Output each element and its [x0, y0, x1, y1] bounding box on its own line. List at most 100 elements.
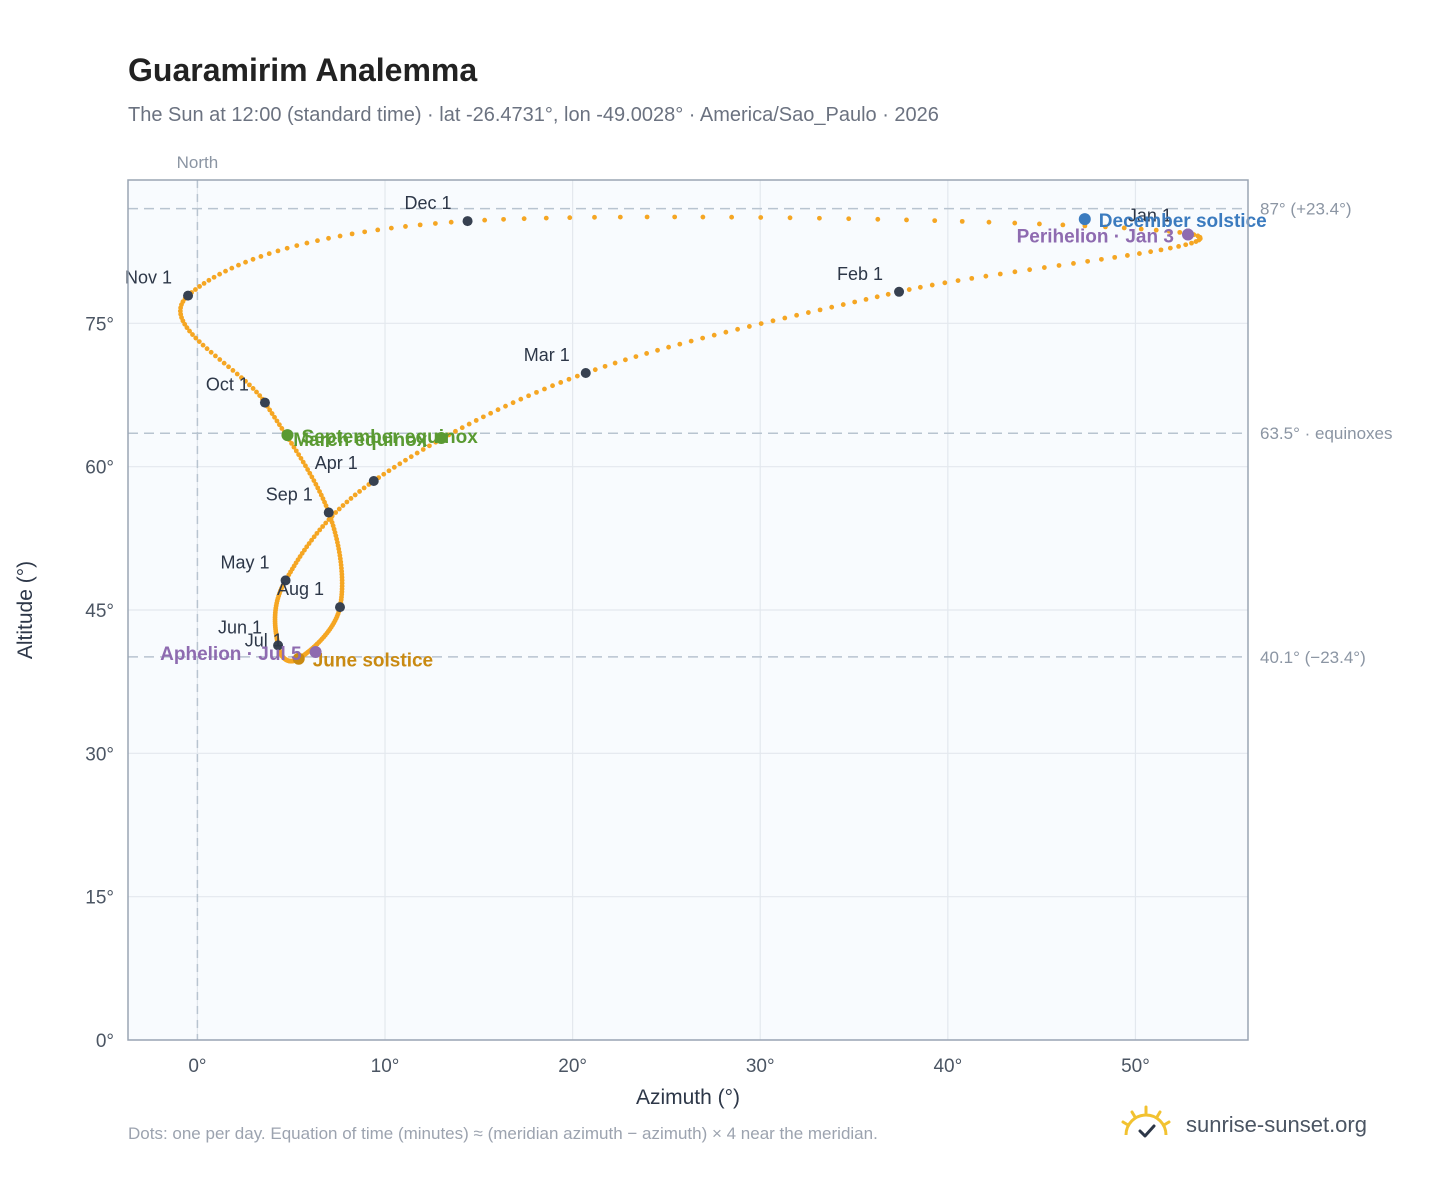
daily-sun-dot: [193, 287, 198, 292]
daily-sun-dot: [344, 499, 350, 505]
daily-sun-dot: [221, 360, 227, 366]
daily-sun-dot: [758, 321, 764, 327]
event-marker: [309, 646, 322, 659]
daily-sun-dot: [1027, 267, 1033, 273]
daily-sun-dot: [677, 341, 683, 347]
month-marker: [323, 507, 334, 518]
month-label: Oct 1: [206, 375, 249, 395]
north-label: North: [177, 153, 219, 172]
daily-sun-dot: [518, 396, 524, 402]
daily-sun-dot: [1166, 228, 1172, 234]
axes: 0° 10° 20° 30° 40° 50° 0° 15° 30° 45° 60° 75° Azimut…: [14, 314, 1150, 1109]
month-label: Jul 1: [245, 631, 283, 651]
daily-sun-dot: [303, 463, 308, 469]
daily-sun-dot: [284, 245, 290, 251]
daily-sun-dot: [735, 326, 740, 332]
daily-sun-dot: [542, 386, 547, 392]
daily-sun-dot: [234, 371, 240, 377]
daily-sun-dot: [414, 450, 420, 456]
daily-sun-dot: [1193, 239, 1199, 244]
daily-sun-dot: [473, 418, 479, 423]
daily-sun-dot: [633, 354, 639, 360]
month-label: May 1: [221, 552, 270, 572]
daily-sun-dot: [1189, 240, 1194, 246]
chart-title: Guaramirim Analemma: [128, 52, 478, 88]
daily-sun-dot: [917, 284, 923, 290]
daily-sun-dot: [448, 219, 454, 225]
daily-sun-dot: [196, 339, 202, 344]
daily-sun-dot: [1037, 221, 1042, 227]
daily-sun-dot: [1102, 224, 1108, 230]
daily-sun-dot: [534, 389, 539, 395]
daily-sun-dot: [291, 444, 297, 450]
daily-sun-dot: [997, 271, 1003, 277]
daily-sun-dot: [306, 541, 312, 546]
daily-sun-dot: [482, 217, 488, 223]
daily-sun-dot: [480, 414, 486, 420]
daily-sun-dot: [296, 452, 302, 458]
event-label: December solstice: [1099, 211, 1267, 232]
daily-sun-dot: [417, 222, 423, 228]
daily-sun-dot: [309, 474, 315, 480]
daily-sun-dot: [361, 485, 367, 491]
reference-line-label: 63.5° · equinoxes: [1260, 424, 1393, 443]
daily-sun-dot: [1158, 247, 1164, 253]
x-tick-label: 0°: [188, 1056, 206, 1077]
month-label: Dec 1: [405, 193, 452, 213]
daily-sun-dot: [1183, 242, 1189, 248]
daily-sun-dot: [357, 489, 362, 494]
event-marker: [292, 652, 305, 665]
daily-sun-dot: [711, 332, 717, 338]
daily-sun-dot: [305, 467, 311, 472]
daily-sun-dot: [602, 363, 608, 369]
daily-sun-dot: [298, 455, 304, 461]
daily-sun-dot: [250, 386, 256, 391]
daily-sun-dot: [274, 418, 280, 424]
daily-sun-dot: [217, 357, 223, 362]
daily-sun-dot: [700, 214, 706, 220]
daily-sun-dot: [1137, 251, 1142, 256]
x-tick-label: 40°: [933, 1056, 962, 1077]
daily-sun-dot: [267, 407, 273, 413]
daily-sun-dot: [566, 376, 572, 382]
daily-sun-dot: [1124, 253, 1130, 258]
daily-sun-dot: [349, 231, 355, 237]
brand-logo[interactable]: sunrise-sunset.org: [1120, 1100, 1367, 1150]
month-marker: [580, 368, 591, 379]
daily-sun-dot: [211, 274, 217, 280]
daily-sun-dot: [375, 227, 381, 233]
brand-name: sunrise-sunset.org: [1186, 1112, 1367, 1137]
daily-sun-dot: [275, 248, 281, 254]
daily-sun-dot: [226, 364, 231, 370]
daily-sun-dot: [230, 367, 236, 373]
month-label: Feb 1: [837, 264, 883, 284]
daily-sun-dot: [729, 214, 735, 220]
daily-sun-dot: [1153, 227, 1159, 233]
daily-sun-dot: [200, 342, 206, 348]
daily-sun-dot: [206, 277, 212, 283]
daily-sun-dot: [1112, 254, 1118, 260]
month-marker: [368, 476, 379, 486]
daily-sun-dot: [391, 464, 397, 470]
daily-sun-dot: [672, 214, 678, 220]
daily-sun-dot: [239, 375, 244, 381]
daily-sun-dot: [1041, 265, 1047, 270]
daily-sun-dot: [243, 378, 248, 384]
reference-line-label: 87° (+23.4°): [1260, 200, 1352, 219]
daily-sun-dot: [782, 315, 788, 321]
daily-sun-dot: [1071, 260, 1076, 266]
daily-sun-dot: [326, 235, 331, 241]
daily-sun-dot: [700, 335, 706, 341]
daily-sun-dot: [243, 259, 248, 265]
daily-sun-dot: [453, 428, 458, 434]
daily-sun-dot: [1060, 222, 1066, 228]
daily-sun-dot: [446, 432, 452, 438]
daily-sun-dot: [420, 447, 426, 452]
daily-sun-dot: [1138, 226, 1144, 232]
daily-sun-dot: [348, 496, 354, 501]
daily-sun-dot: [955, 278, 961, 283]
daily-sun-dot: [386, 468, 392, 474]
daily-sun-dot: [258, 254, 264, 259]
reference-lines: North 87° (+23.4°) 63.5° · equinoxes 40.1° …: [128, 153, 1393, 1040]
